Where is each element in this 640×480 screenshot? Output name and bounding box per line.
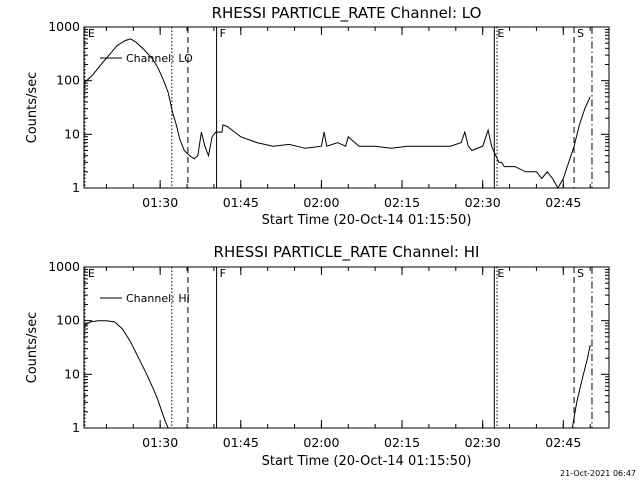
- x-tick-label: 02:45: [545, 195, 581, 210]
- series-line: [83, 320, 169, 429]
- y-tick-label: 1000: [48, 19, 80, 34]
- panel-lo: RHESSI PARTICLE_RATE Channel: LO 1 10 100 10…: [25, 4, 610, 228]
- x-tick-label: 02:00: [303, 195, 339, 210]
- x-axis-label: Start Time (20-Oct-14 01:15:50): [262, 213, 472, 228]
- chart-title: RHESSI PARTICLE_RATE Channel: LO: [212, 4, 482, 23]
- x-tick-label: 02:15: [384, 195, 420, 210]
- marker-label: E: [497, 27, 504, 40]
- x-tick-label: 02:30: [465, 195, 501, 210]
- x-tick-label: 02:30: [465, 435, 501, 450]
- x-tick-label: 01:45: [223, 435, 259, 450]
- chart-title: RHESSI PARTICLE_RATE Channel: HI: [214, 243, 480, 262]
- y-tick-label: 1: [72, 180, 80, 195]
- x-tick-label: 01:30: [142, 195, 178, 210]
- marker-label: S: [577, 267, 584, 280]
- y-axis-label: Counts/sec: [25, 312, 40, 384]
- series-line: [571, 344, 591, 429]
- y-axis-label: Counts/sec: [25, 72, 40, 144]
- legend-label: Channel: LO: [126, 52, 193, 65]
- y-tick-label: 100: [56, 313, 80, 328]
- marker-label: E: [88, 267, 95, 280]
- marker-label: E: [497, 267, 504, 280]
- legend-label: Channel: HI: [126, 292, 190, 305]
- marker-label: S: [577, 27, 584, 40]
- y-tick-label: 100: [56, 73, 80, 88]
- x-tick-label: 02:00: [303, 435, 339, 450]
- x-axis-label: Start Time (20-Oct-14 01:15:50): [262, 454, 472, 469]
- x-tick-label: 01:45: [223, 195, 259, 210]
- y-tick-label: 10: [64, 366, 80, 381]
- marker-label: E: [88, 27, 95, 40]
- y-tick-label: 1: [72, 420, 80, 435]
- series-line: [83, 38, 591, 190]
- marker-label: F: [220, 27, 226, 40]
- panel-hi: RHESSI PARTICLE_RATE Channel: HI 1 10 100 10…: [25, 243, 610, 469]
- marker-label: F: [220, 267, 226, 280]
- y-tick-label: 1000: [48, 259, 80, 274]
- x-tick-label: 01:30: [142, 435, 178, 450]
- x-tick-label: 02:45: [545, 435, 581, 450]
- plot-frame: [83, 26, 610, 189]
- plot-frame: [83, 266, 610, 429]
- timestamp-stamp: 21-Oct-2021 06:47: [560, 469, 636, 478]
- y-tick-label: 10: [64, 126, 80, 141]
- x-tick-label: 02:15: [384, 435, 420, 450]
